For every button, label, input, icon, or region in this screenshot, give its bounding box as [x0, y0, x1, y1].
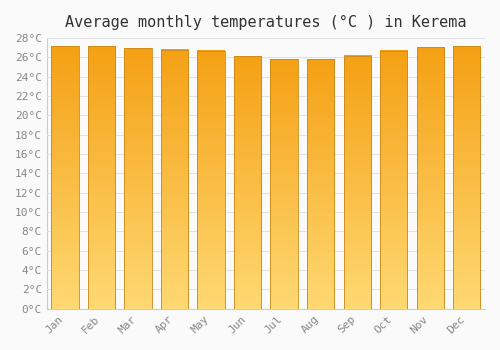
Bar — [453, 46, 480, 309]
Title: Average monthly temperatures (°C ) in Kerema: Average monthly temperatures (°C ) in Ke… — [65, 15, 466, 30]
Bar — [234, 56, 262, 309]
Bar — [161, 50, 188, 309]
Bar — [270, 60, 298, 309]
Bar — [52, 46, 79, 309]
Bar — [416, 47, 444, 309]
Bar — [344, 56, 371, 309]
Bar — [198, 51, 225, 309]
Bar — [124, 48, 152, 309]
Bar — [380, 51, 407, 309]
Bar — [88, 46, 116, 309]
Bar — [307, 60, 334, 309]
